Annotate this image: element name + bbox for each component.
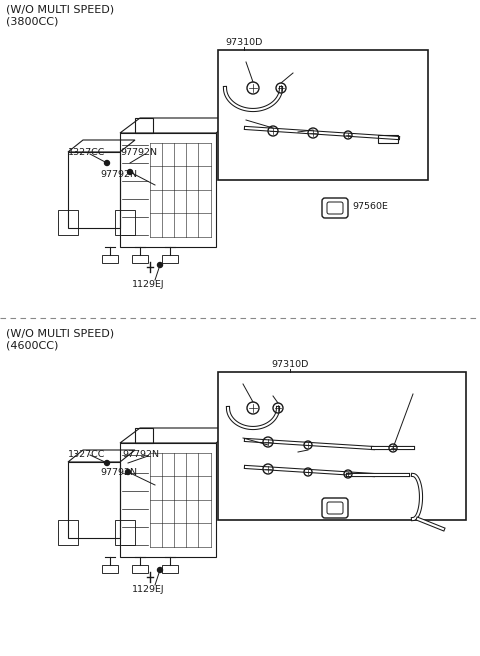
Text: 97310D: 97310D (271, 360, 309, 369)
FancyBboxPatch shape (322, 498, 348, 518)
Text: 97792N: 97792N (100, 468, 137, 477)
Text: 97324G: 97324G (406, 384, 444, 393)
Text: 14720: 14720 (220, 388, 250, 397)
Text: 1327CC: 1327CC (68, 450, 106, 459)
Text: 97560E: 97560E (352, 202, 388, 211)
Text: 97322C: 97322C (220, 428, 257, 437)
Text: (4600CC): (4600CC) (6, 340, 59, 350)
Bar (132, 565, 148, 573)
Text: (W/O MULTI SPEED): (W/O MULTI SPEED) (6, 328, 114, 338)
Text: 97560E: 97560E (352, 502, 388, 511)
Text: 97459: 97459 (308, 396, 338, 405)
Bar (115, 210, 135, 235)
Text: 97322G: 97322G (396, 448, 433, 457)
Circle shape (157, 262, 163, 268)
Text: 14720: 14720 (268, 442, 298, 451)
Bar (162, 255, 178, 263)
Text: 97792N: 97792N (122, 450, 159, 459)
Text: 97310D: 97310D (225, 38, 263, 47)
Bar (68, 152, 120, 228)
Text: 97322C: 97322C (220, 110, 257, 119)
Bar (68, 462, 120, 538)
Bar (135, 118, 153, 133)
Bar (58, 210, 78, 235)
Text: 14720: 14720 (270, 64, 300, 73)
Bar (102, 565, 118, 573)
Text: 1129EJ: 1129EJ (132, 585, 164, 594)
FancyBboxPatch shape (327, 502, 343, 514)
Text: 97792N: 97792N (100, 170, 137, 179)
Circle shape (157, 567, 163, 573)
Text: 1129EJ: 1129EJ (132, 280, 164, 289)
Text: 14720: 14720 (370, 396, 400, 405)
Bar (102, 255, 118, 263)
FancyBboxPatch shape (327, 202, 343, 214)
Bar (162, 565, 178, 573)
Text: 97322C: 97322C (220, 52, 257, 61)
Bar (115, 520, 135, 545)
Circle shape (105, 461, 109, 466)
Text: 97459: 97459 (336, 74, 366, 83)
Bar (218, 372, 466, 520)
Text: (3800CC): (3800CC) (6, 16, 59, 26)
Bar (58, 520, 78, 545)
Text: 14720: 14720 (282, 468, 312, 477)
Bar (218, 50, 428, 180)
Text: (W/O MULTI SPEED): (W/O MULTI SPEED) (6, 4, 114, 14)
Circle shape (105, 161, 109, 165)
Text: 1327CC: 1327CC (68, 148, 106, 157)
Text: 97322C: 97322C (220, 374, 257, 383)
FancyBboxPatch shape (322, 198, 348, 218)
Text: 14720: 14720 (270, 122, 300, 131)
Bar (378, 135, 398, 143)
Text: 97792N: 97792N (120, 148, 157, 157)
Circle shape (128, 169, 132, 174)
Bar (132, 255, 148, 263)
Bar (135, 428, 153, 443)
Circle shape (125, 470, 131, 474)
